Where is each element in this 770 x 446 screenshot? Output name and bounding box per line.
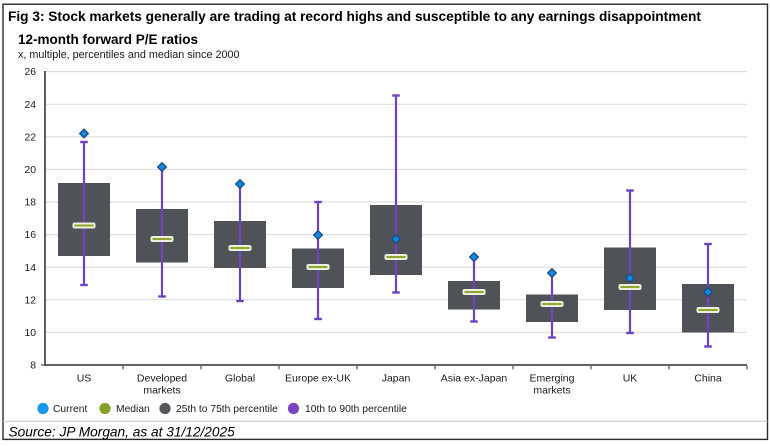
svg-text:18: 18 — [24, 198, 36, 209]
svg-text:Current: Current — [53, 404, 87, 415]
svg-text:25th to 75th percentile: 25th to 75th percentile — [176, 404, 278, 415]
svg-text:Developed: Developed — [137, 373, 187, 385]
svg-text:22: 22 — [24, 132, 36, 143]
svg-text:8: 8 — [30, 361, 36, 372]
svg-text:16: 16 — [24, 230, 36, 241]
svg-text:Fig 3: Stock markets generally: Fig 3: Stock markets generally are tradi… — [8, 9, 701, 24]
svg-text:x, multiple, percentiles and m: x, multiple, percentiles and median sinc… — [18, 49, 239, 61]
svg-text:Asia ex-Japan: Asia ex-Japan — [441, 373, 508, 385]
svg-text:12: 12 — [24, 295, 36, 306]
svg-text:Emerging: Emerging — [530, 373, 575, 385]
svg-text:24: 24 — [24, 100, 36, 111]
svg-text:10th to 90th percentile: 10th to 90th percentile — [305, 404, 407, 415]
svg-text:Global: Global — [225, 373, 255, 385]
svg-text:markets: markets — [533, 385, 570, 397]
svg-text:12-month forward P/E ratios: 12-month forward P/E ratios — [18, 32, 198, 47]
svg-text:Japan: Japan — [382, 373, 411, 385]
svg-text:UK: UK — [623, 373, 638, 385]
svg-text:Europe ex-UK: Europe ex-UK — [285, 373, 351, 385]
svg-text:14: 14 — [24, 263, 36, 274]
svg-text:Median: Median — [116, 404, 150, 415]
svg-text:US: US — [77, 373, 92, 385]
svg-text:markets: markets — [143, 385, 180, 397]
svg-text:20: 20 — [24, 165, 36, 176]
svg-text:China: China — [694, 373, 722, 385]
svg-text:26: 26 — [24, 67, 36, 78]
svg-text:Source: JP Morgan, as at 31/12: Source: JP Morgan, as at 31/12/2025 — [9, 425, 236, 440]
svg-text:10: 10 — [24, 328, 36, 339]
